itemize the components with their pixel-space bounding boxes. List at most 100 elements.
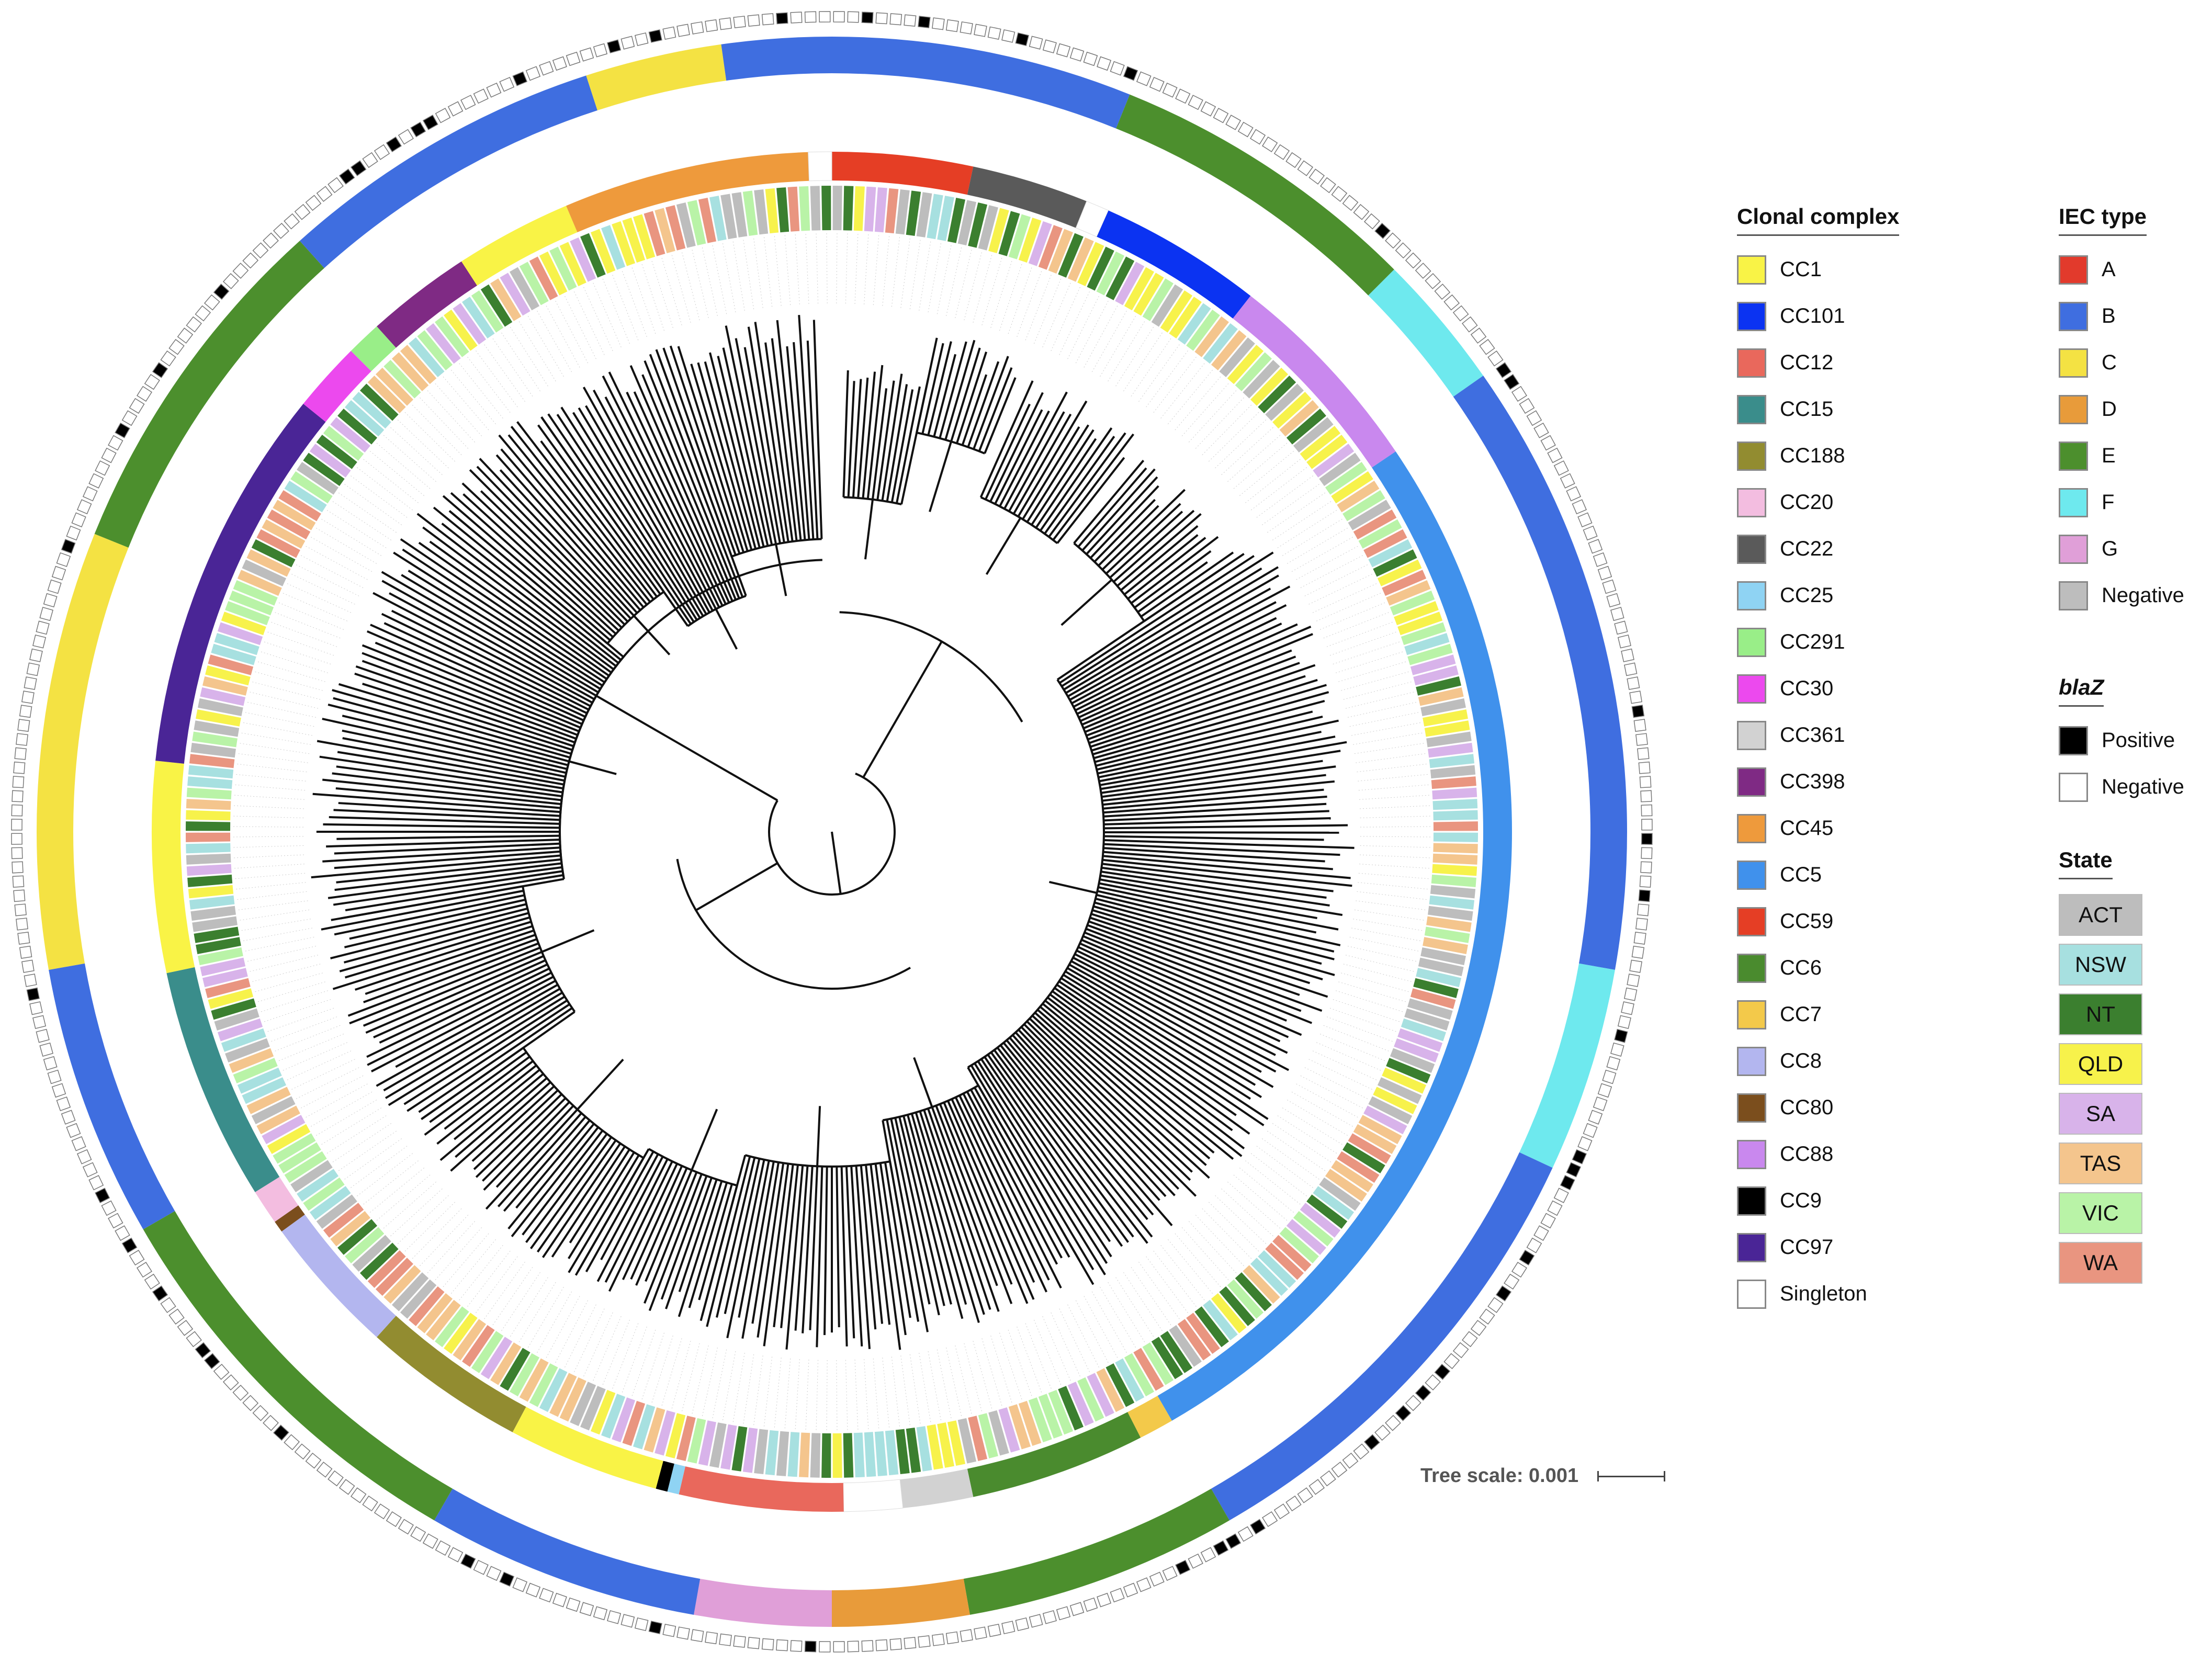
blaz-cell — [16, 733, 28, 746]
state-label-cell — [1258, 1250, 1296, 1288]
state-label-cell — [1420, 698, 1466, 716]
branch — [1056, 457, 1125, 544]
leaf-leader — [241, 919, 311, 931]
blaz-cell — [1237, 1526, 1254, 1542]
leaf-leader — [1067, 1304, 1100, 1368]
branch — [476, 466, 629, 623]
leaf-leader — [732, 241, 745, 311]
branch — [1113, 510, 1195, 583]
state-label-cell — [1250, 1258, 1289, 1296]
blaz-cell — [115, 1225, 130, 1241]
state-label-cell — [225, 601, 270, 626]
leaf-leader — [564, 296, 596, 359]
clonal-complex-legend-item: CC5 — [1737, 852, 1899, 898]
state-label-cell — [978, 205, 998, 251]
tree-scale-bar — [1597, 1470, 1666, 1481]
clonal-complex-segment — [275, 1205, 305, 1232]
leaf-leader — [238, 900, 308, 910]
blaz-cell — [1374, 222, 1391, 239]
clonal-complex-legend-item: CC97 — [1737, 1224, 1899, 1271]
state-label-cell — [1424, 720, 1470, 737]
state-legend-item: QLD — [2059, 1039, 2142, 1089]
leaf-leader — [1319, 602, 1386, 630]
blaz-cell — [1623, 662, 1638, 676]
state-label-cell — [1368, 539, 1413, 568]
state-label-cell — [1313, 444, 1355, 478]
leaf-leader — [350, 1146, 408, 1189]
leaf-leader — [651, 1336, 673, 1404]
blaz-cell — [620, 1614, 635, 1628]
tree-scale: Tree scale: 0.001 — [1420, 1465, 1666, 1487]
blaz-cell — [186, 1331, 202, 1348]
blaz-cell — [1526, 1237, 1542, 1253]
leaf-leader — [1168, 1239, 1213, 1294]
leaf-leader — [434, 1227, 482, 1281]
leaf-leader — [555, 1300, 589, 1363]
leaf-leader — [1312, 583, 1378, 613]
blaz-cell — [305, 195, 322, 211]
branch — [775, 544, 787, 596]
state-label-cell — [1428, 906, 1473, 921]
leaf-leader — [1227, 1181, 1281, 1229]
blaz-cell — [362, 152, 378, 168]
blaz-cell — [1560, 473, 1575, 489]
clonal-complex-segment — [377, 261, 477, 348]
leaf-leader — [1308, 1059, 1373, 1090]
blaz-cell — [499, 1571, 515, 1587]
blaz-cell — [607, 39, 622, 54]
blaz-cell — [29, 648, 43, 662]
leaf-leader — [795, 234, 800, 304]
state-label-cell — [409, 337, 445, 378]
clonal-complex-legend-label: CC8 — [1780, 1049, 1822, 1072]
leaf-leader — [233, 854, 304, 858]
blaz-cell — [1641, 833, 1653, 845]
clonal-complex-segment — [1127, 1396, 1172, 1438]
clonal-complex-legend-label: CC15 — [1780, 398, 1834, 421]
blaz-cell — [17, 932, 30, 945]
branch — [455, 1077, 548, 1158]
branch — [511, 1126, 599, 1237]
state-label-cell — [1008, 214, 1031, 259]
branch — [342, 715, 568, 771]
leaf-leader — [1008, 1329, 1032, 1397]
leaf-leader — [964, 1343, 983, 1412]
state-label-cell — [1038, 225, 1063, 270]
blaz-cell — [1425, 273, 1441, 289]
leaf-leader — [702, 247, 718, 316]
branch — [582, 387, 710, 613]
state-label-cell — [359, 383, 399, 421]
blaz-ring — [11, 11, 1653, 1653]
state-label-cell — [927, 194, 943, 240]
blaz-cell — [66, 1123, 81, 1138]
branch — [927, 341, 952, 436]
blaz-cell — [904, 14, 917, 27]
blaz-cell — [1110, 61, 1125, 76]
branch — [1092, 909, 1323, 981]
state-label-cell — [480, 1337, 513, 1379]
state-label-cell — [391, 352, 429, 391]
branch — [1103, 851, 1333, 870]
state-legend-item: VIC — [2059, 1188, 2142, 1238]
leaf-leader — [369, 1168, 424, 1213]
blaz-cell — [1617, 634, 1631, 649]
blaz-cell — [1588, 539, 1603, 554]
state-label-cell — [186, 832, 231, 842]
iec-segment — [49, 963, 175, 1229]
leaf-leader — [722, 1351, 736, 1421]
state-label-cell — [864, 1432, 876, 1477]
state-label-cell — [500, 273, 531, 316]
blaz-cell — [1504, 1273, 1520, 1290]
blaz-cell — [1363, 1434, 1380, 1451]
branch — [418, 1007, 573, 1113]
state-label-cell — [519, 1358, 549, 1402]
clonal-complex-swatch — [1737, 394, 1766, 424]
state-label-cell — [1413, 978, 1459, 998]
branch — [970, 1089, 1063, 1259]
leaf-leader — [1075, 1300, 1109, 1363]
state-label-cell — [765, 1430, 779, 1476]
blaz-cell — [904, 1637, 917, 1649]
state-label-cell — [1160, 290, 1193, 333]
clonal-complex-segment — [566, 152, 809, 232]
leaf-leader — [274, 1025, 341, 1052]
state-label-cell — [947, 198, 966, 243]
